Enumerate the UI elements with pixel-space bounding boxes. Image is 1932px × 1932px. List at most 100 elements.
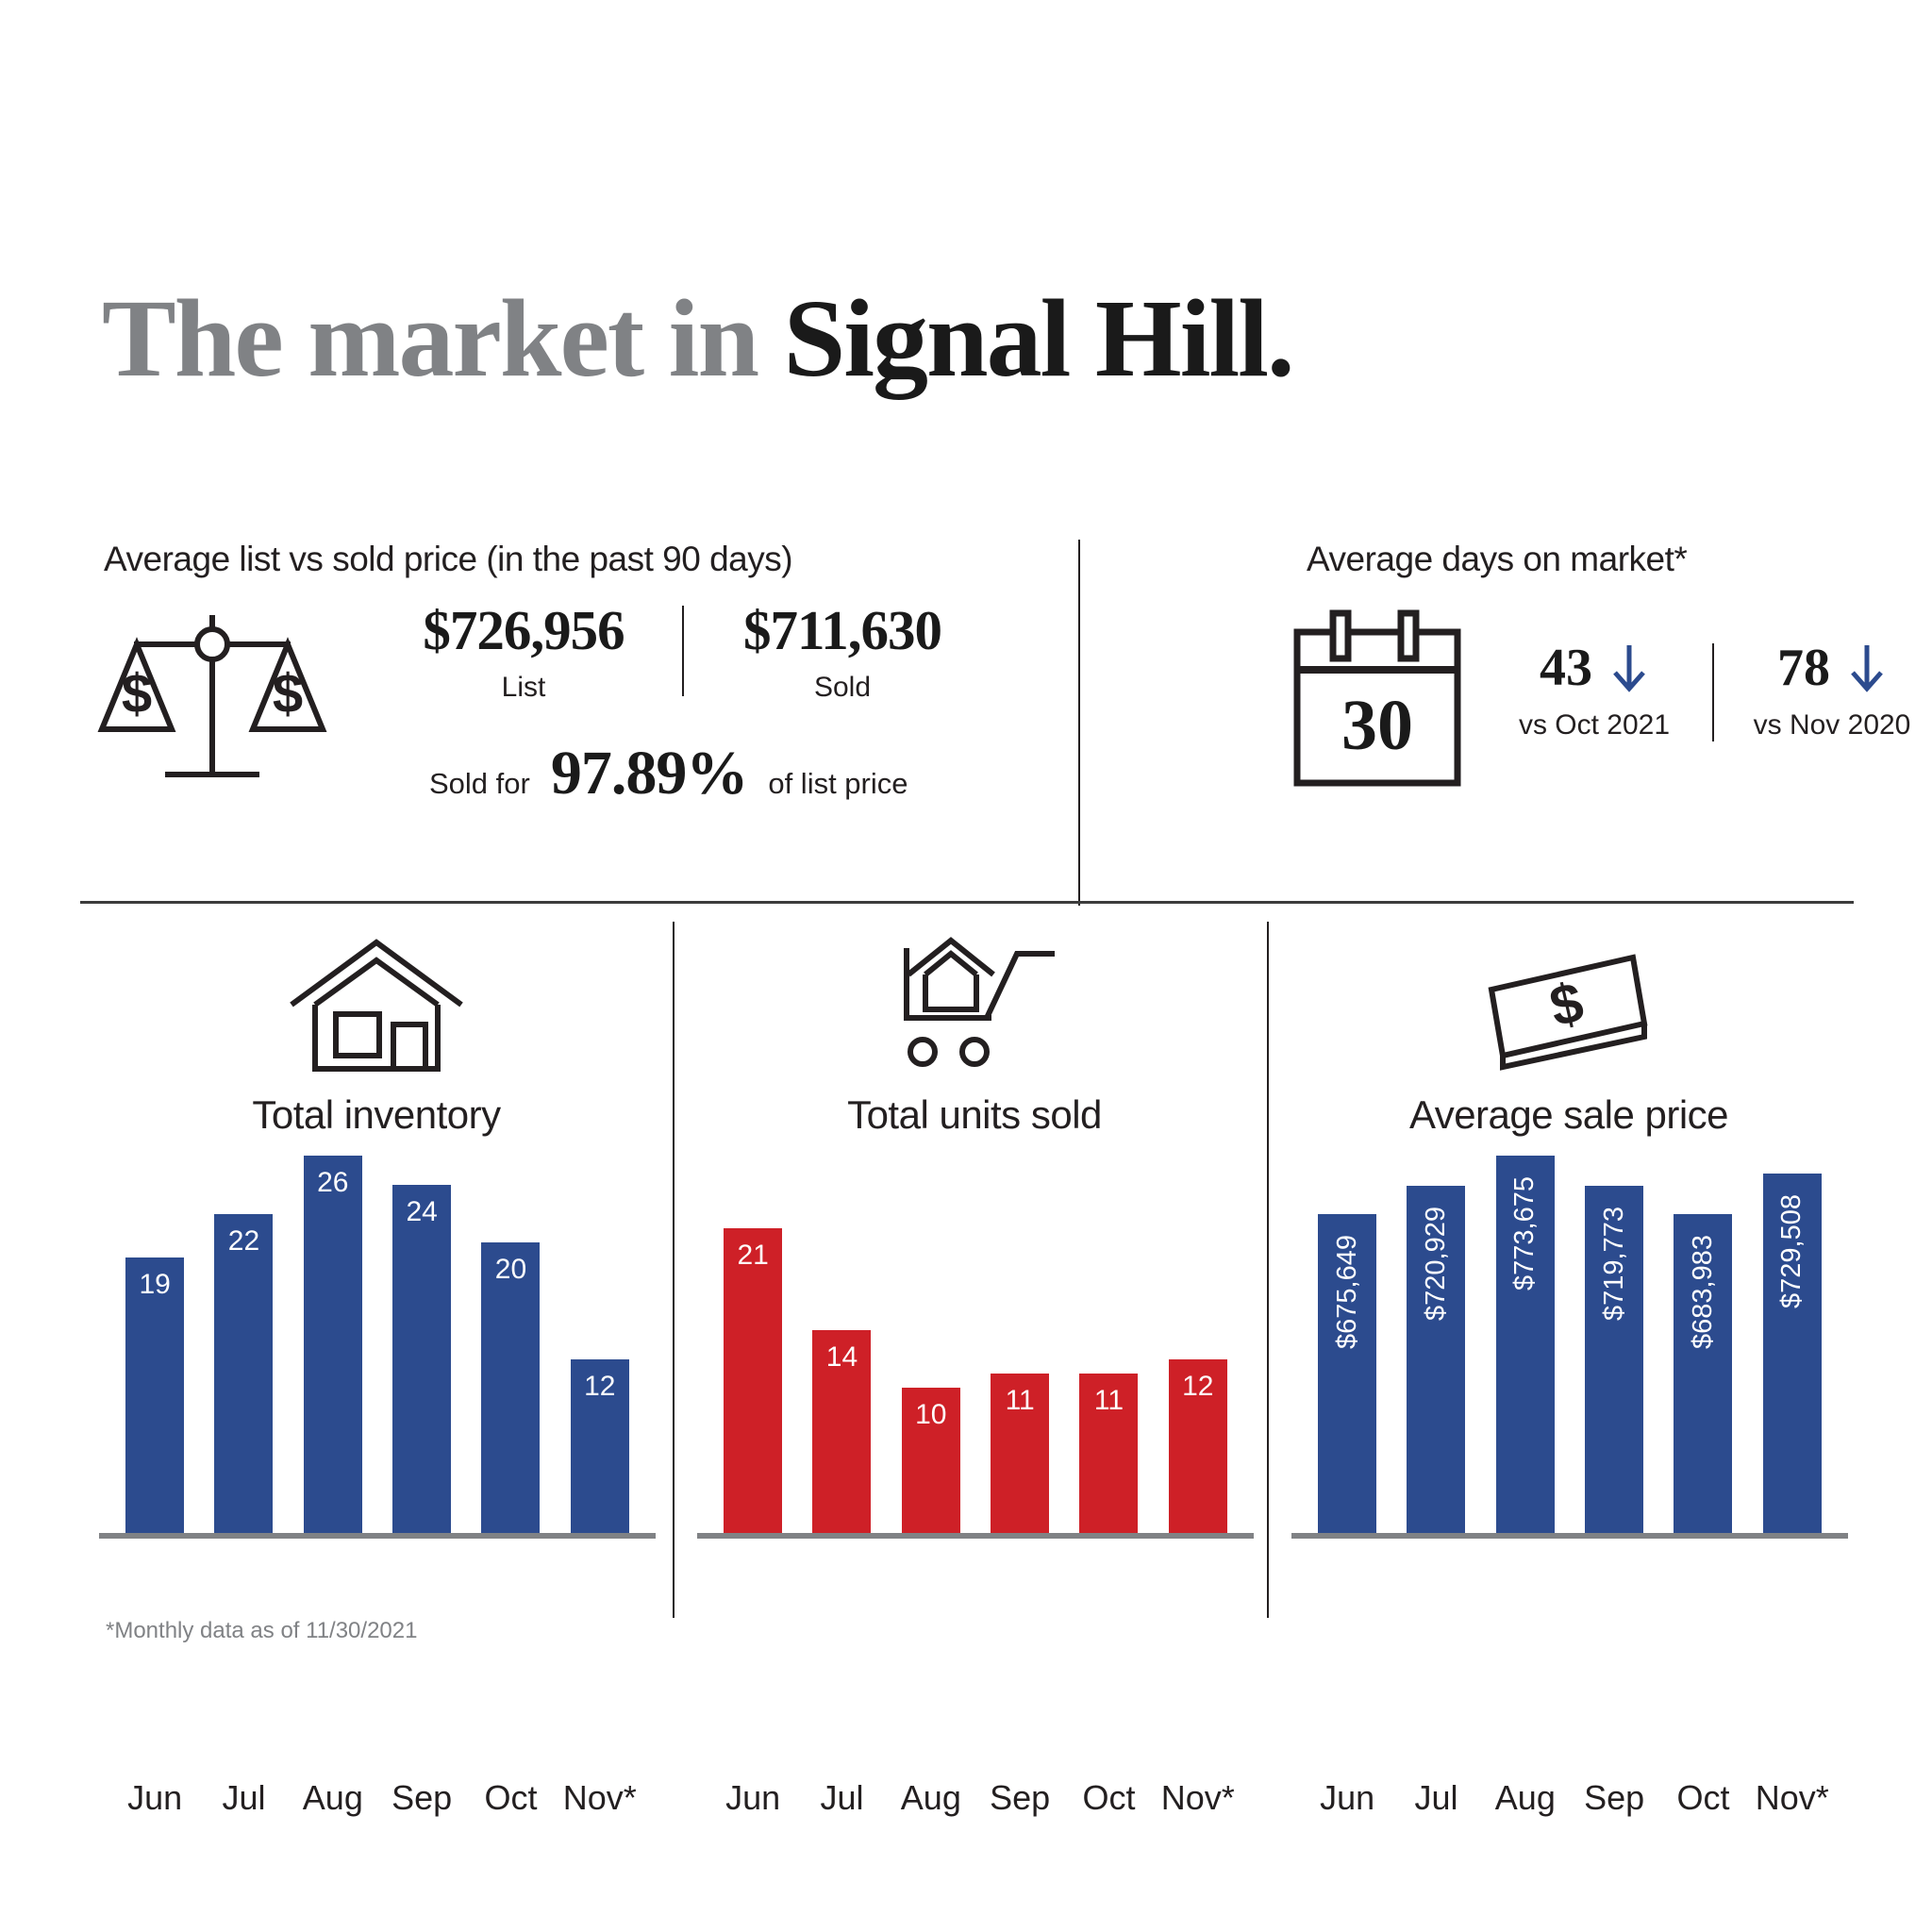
dom-value-oct: 43 [1540, 639, 1592, 697]
axis-label: Jul [222, 1778, 266, 1817]
bar: $719,773 [1585, 1186, 1644, 1533]
bars-total-units-sold: 21 14 10 11 11 12 [708, 1156, 1242, 1533]
bar-slot: $675,649 [1303, 1156, 1391, 1533]
bar-value: 20 [494, 1254, 527, 1286]
top-panels-divider [1078, 540, 1080, 906]
bar-value: $719,773 [1598, 1207, 1629, 1321]
bar-slot: $773,675 [1481, 1156, 1570, 1533]
arrow-down-icon [1847, 641, 1887, 694]
bar-value: 10 [915, 1399, 947, 1430]
bar-slot: 26 [289, 1156, 377, 1533]
bar-slot: 19 [110, 1156, 199, 1533]
chart-title-total-units-sold: Total units sold [847, 1092, 1102, 1137]
bar: $720,929 [1407, 1185, 1466, 1533]
bar-value: 11 [1093, 1384, 1124, 1416]
bar-slot: 20 [466, 1156, 555, 1533]
dom-value-nov: 78 [1777, 639, 1830, 697]
x-axis-line [697, 1533, 1254, 1539]
bar-value: 19 [139, 1269, 171, 1300]
axis-label: Oct [1676, 1778, 1730, 1817]
bar: 14 [812, 1329, 872, 1533]
dom-stat-nov: 78 vs Nov 2020 [1724, 641, 1932, 741]
bar-value: 12 [1182, 1370, 1214, 1402]
bar-slot: 21 [708, 1156, 797, 1533]
x-axis-labels-total-inventory: Jun Jul Aug Sep Oct Nov* [110, 1778, 644, 1818]
days-on-market-heading: Average days on market* [1307, 540, 1688, 578]
bar: 20 [481, 1242, 541, 1533]
balance-scale-icon: $ $ [94, 608, 330, 797]
svg-text:$: $ [273, 663, 303, 724]
bar-value: 26 [317, 1167, 349, 1198]
axis-label: Nov* [562, 1778, 637, 1817]
page-title-location: Signal Hill. [783, 276, 1295, 400]
sold-for-suffix: of list price [768, 767, 908, 800]
bar-slot: $720,929 [1391, 1156, 1480, 1533]
bar-slot: $729,508 [1748, 1156, 1837, 1533]
plot-total-units-sold: 21 14 10 11 11 12 Jun Jul Aug Sep Oct No… [697, 1156, 1254, 1817]
axis-label: Aug [302, 1778, 363, 1817]
arrow-down-icon [1609, 641, 1649, 694]
bar-value: 11 [1005, 1384, 1035, 1416]
list-price-value: $726,956 [423, 599, 625, 661]
axis-label: Oct [1082, 1778, 1136, 1817]
x-axis-line [1291, 1533, 1848, 1539]
chart-panel-total-inventory: Total inventory 19 22 26 24 20 12 Jun Ju… [93, 920, 659, 1817]
bars-average-sale-price: $675,649 $720,929 $773,675 $719,773 $683… [1303, 1156, 1837, 1533]
bar-value: 22 [227, 1224, 260, 1257]
bar-slot: 22 [199, 1156, 288, 1533]
bar-value: $729,508 [1776, 1193, 1807, 1308]
axis-label: Aug [900, 1778, 961, 1817]
bar: $675,649 [1318, 1214, 1377, 1533]
bar: 24 [392, 1184, 452, 1533]
calendar-icon: 30 [1288, 606, 1467, 794]
bar-slot: 24 [377, 1156, 466, 1533]
sold-for-label: Sold for [429, 767, 530, 800]
bar: 11 [1079, 1373, 1139, 1533]
bar: $729,508 [1762, 1173, 1822, 1533]
bar-value: 24 [406, 1195, 438, 1227]
chart-title-average-sale-price: Average sale price [1408, 1092, 1729, 1137]
sold-for-percent-value: 97.89% [550, 739, 748, 808]
bar: 22 [214, 1213, 274, 1533]
banknote-icon: $ [1286, 937, 1852, 1078]
bar-value: 21 [737, 1239, 769, 1271]
bar-slot: 12 [556, 1156, 644, 1533]
axis-label: Nov* [1160, 1778, 1235, 1817]
axis-label: Sep [391, 1778, 453, 1817]
axis-label: Sep [990, 1778, 1051, 1817]
bar: 26 [303, 1156, 362, 1533]
list-sold-values: $726,956 List $711,630 Sold [391, 599, 1052, 704]
plot-average-sale-price: $675,649 $720,929 $773,675 $719,773 $683… [1291, 1156, 1848, 1817]
bar-slot: $683,983 [1658, 1156, 1747, 1533]
axis-label: Jul [1414, 1778, 1458, 1817]
bar: 10 [901, 1388, 960, 1533]
chart-panel-average-sale-price: $ Average sale price $675,649 $720,929 $… [1286, 920, 1852, 1817]
dom-caption-oct: vs Oct 2021 [1518, 709, 1671, 741]
sold-price-value: $711,630 [743, 599, 942, 661]
bar: 12 [1168, 1358, 1227, 1533]
dom-stats-divider [1712, 643, 1714, 741]
bar-slot: 12 [1154, 1156, 1242, 1533]
list-vs-sold-heading: Average list vs sold price (in the past … [104, 540, 793, 578]
footnote: *Monthly data as of 11/30/2021 [106, 1618, 418, 1643]
bar: 21 [724, 1227, 783, 1533]
chart-title-total-inventory: Total inventory [252, 1092, 501, 1137]
price-divider [682, 606, 684, 696]
page-title: The market in Signal Hill. [102, 283, 1295, 394]
bar-value: $773,675 [1509, 1176, 1541, 1291]
list-price-caption: List [501, 671, 546, 703]
svg-text:$: $ [122, 663, 152, 724]
bar: 12 [570, 1358, 629, 1533]
axis-label: Sep [1584, 1778, 1645, 1817]
bar-value: $720,929 [1420, 1206, 1451, 1321]
sold-for-percent-row: Sold for 97.89% of list price [429, 738, 908, 809]
x-axis-labels-total-units-sold: Jun Jul Aug Sep Oct Nov* [708, 1778, 1242, 1818]
page-title-prefix: The market in [102, 276, 784, 400]
x-axis-line [99, 1533, 656, 1539]
bars-total-inventory: 19 22 26 24 20 12 [110, 1156, 644, 1533]
axis-label: Jun [725, 1778, 781, 1817]
bar-value: $683,983 [1687, 1235, 1718, 1349]
dom-caption-nov: vs Nov 2020 [1753, 709, 1911, 741]
axis-label: Nov* [1755, 1778, 1829, 1817]
dom-stat-oct: 43 vs Oct 2021 [1486, 641, 1703, 741]
